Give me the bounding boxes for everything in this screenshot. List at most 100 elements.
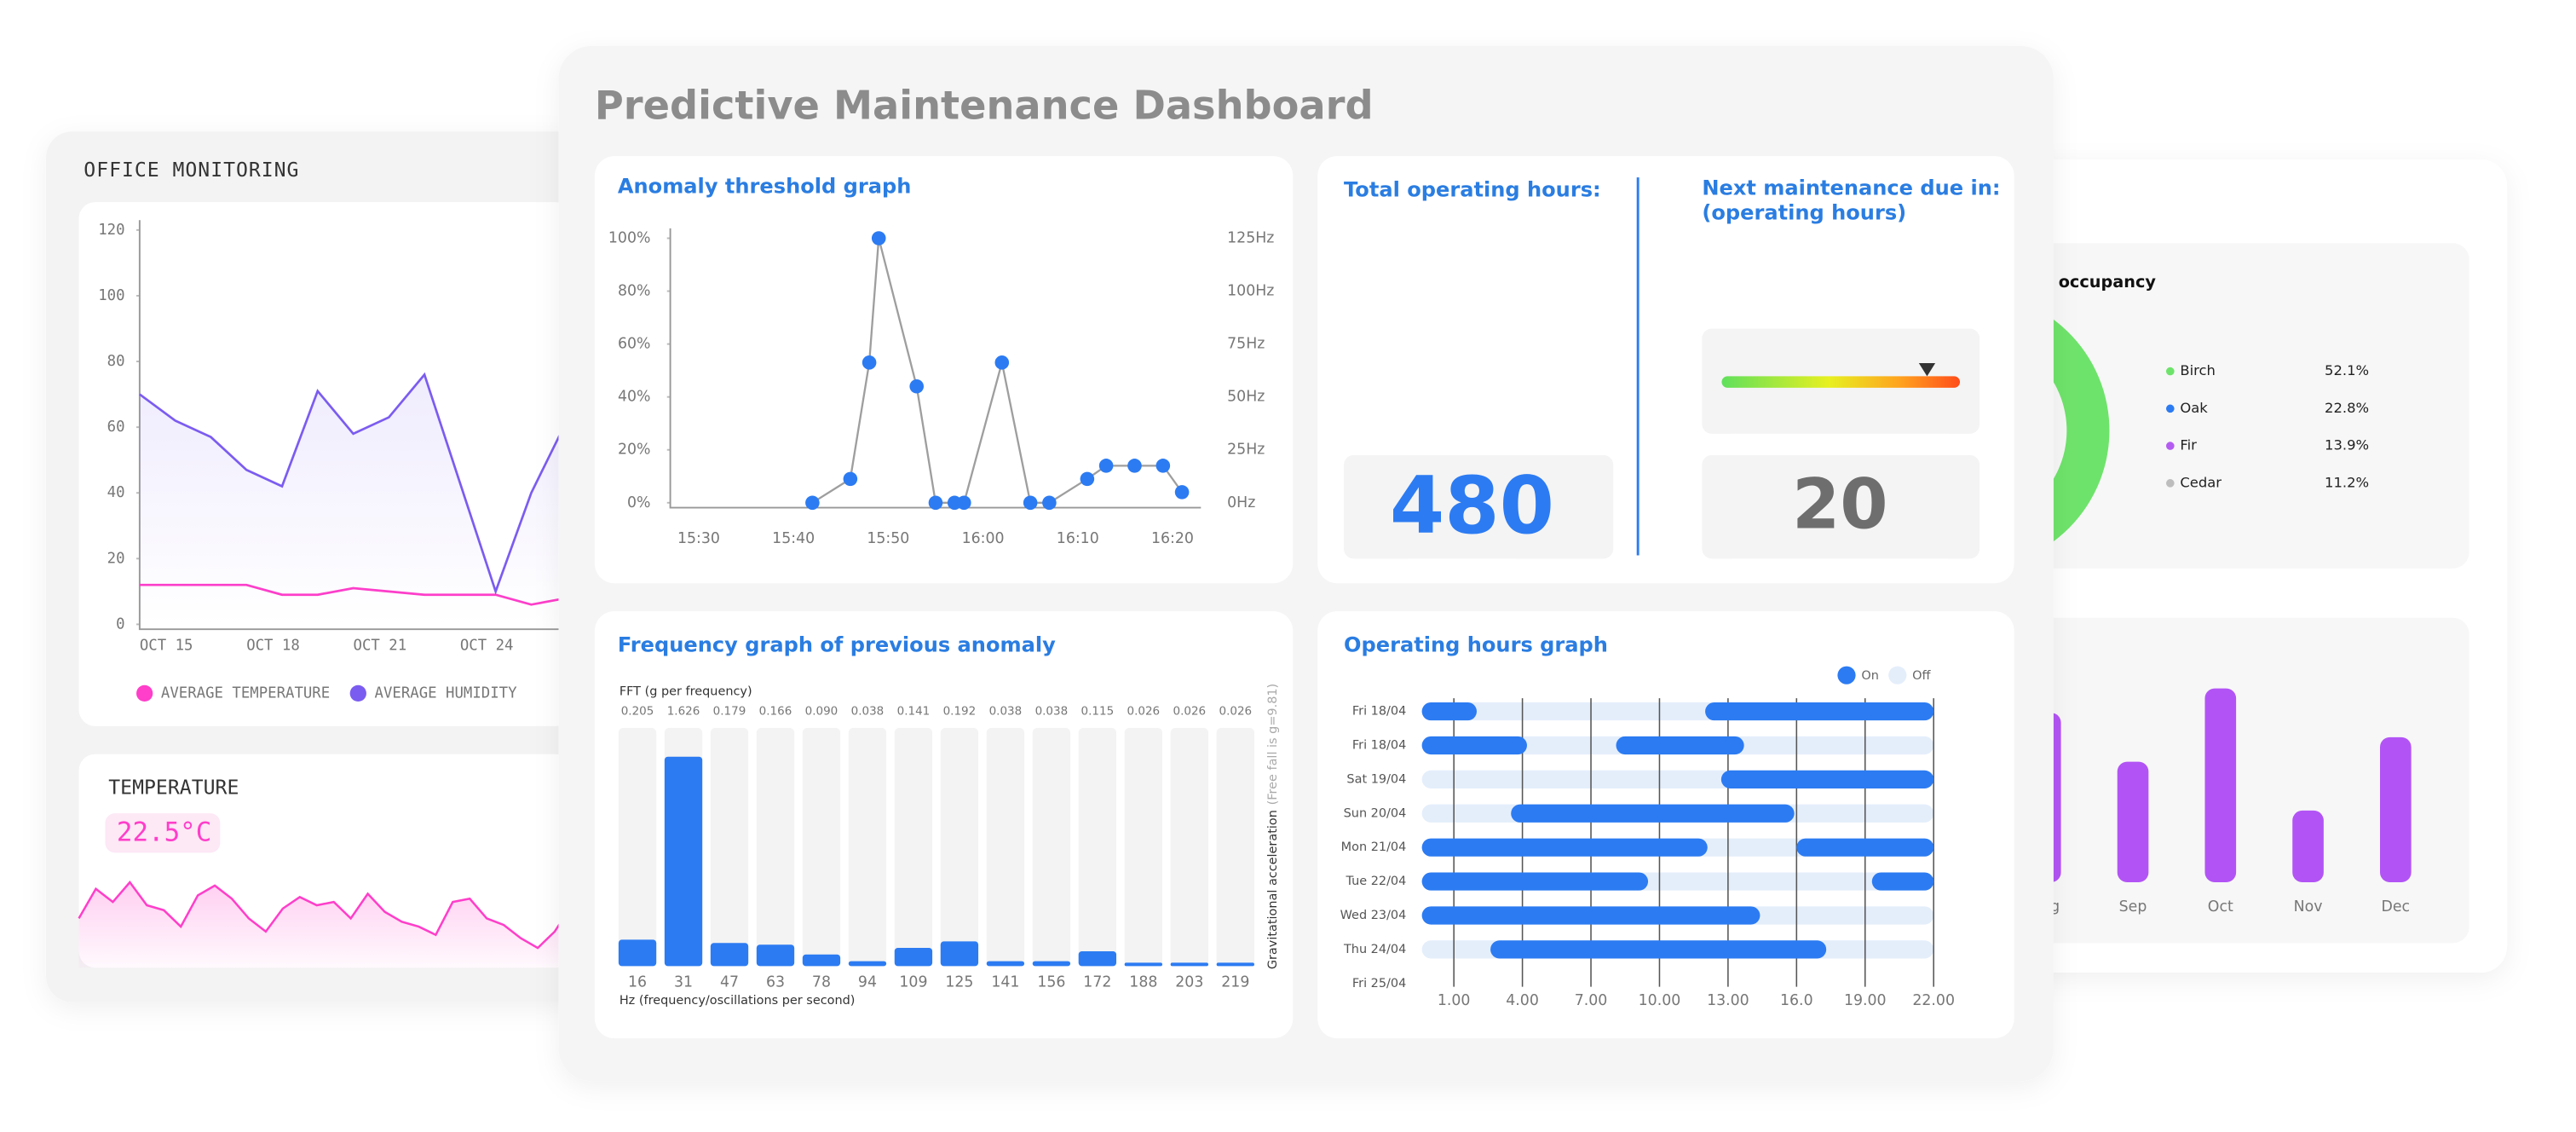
x-tick-label: 109 [899, 974, 927, 991]
value-label: 0.038 [989, 705, 1023, 719]
row-label: Sun 20/04 [1344, 806, 1407, 820]
row-label: Fri 18/04 [1352, 705, 1406, 719]
y2-tick-label: 25Hz [1227, 442, 1265, 459]
side-label: Gravitational acceleration [1266, 810, 1280, 969]
office-monitoring-card: OFFICE MONITORING TEMPERATURE 22.5°C 0 20… [45, 131, 589, 1002]
point [1155, 459, 1171, 473]
on-bar [1511, 804, 1795, 823]
legend-marker [2165, 404, 2175, 413]
y-tick-label: 100 [98, 287, 124, 304]
x-tick-label: 10.00 [1639, 992, 1681, 1009]
value-label: 0.090 [805, 705, 838, 719]
on-bar [1421, 872, 1649, 891]
y-tick-label: 40 [107, 484, 125, 501]
point [994, 355, 1010, 370]
point [805, 495, 820, 511]
y-tick-label: 100% [608, 229, 651, 246]
row-label: Fri 25/04 [1352, 977, 1406, 991]
legend-label: Off [1912, 669, 1931, 683]
side-axis-label: Gravitational acceleration (Free fall is … [1266, 684, 1280, 969]
on-bar [1421, 906, 1761, 925]
reading-pill [105, 813, 221, 853]
legend-value: 52.1% [2325, 362, 2369, 378]
x-tick-label: 94 [858, 974, 877, 991]
x-tick-label: Dec [2382, 898, 2411, 915]
chart-title: Operating hours graph [1344, 632, 1608, 656]
x-tick-label: 156 [1037, 974, 1065, 991]
point [1127, 459, 1142, 473]
bar-track [1216, 727, 1254, 967]
y-tick-label: 80% [618, 283, 651, 300]
bar [1032, 961, 1071, 967]
point [1042, 495, 1057, 511]
x-tick-label: 15:50 [867, 530, 909, 547]
kpi-label: Next maintenance due in: [1702, 176, 2000, 200]
on-bar [1490, 940, 1827, 959]
point [871, 231, 886, 245]
bar [1078, 950, 1117, 967]
value-label: 0.205 [621, 705, 654, 719]
bar-track [756, 727, 795, 967]
kpi-value: 480 [1390, 459, 1554, 552]
bar-track [940, 727, 979, 967]
y-tick-label: 0% [627, 494, 651, 511]
legend-marker [2165, 442, 2175, 450]
gauge-marker [1918, 362, 1936, 377]
bar [618, 939, 657, 967]
point [862, 355, 877, 370]
point [1080, 471, 1095, 487]
x-tick-label: OCT 24 [460, 637, 514, 654]
legend-label: Fir [2180, 437, 2197, 453]
x-tick-label: Nov [2294, 898, 2323, 915]
on-bar [1421, 838, 1708, 857]
kpi-box [1702, 454, 1980, 559]
bar-track [894, 727, 933, 967]
legend-value: 22.8% [2325, 400, 2369, 416]
main-dashboard: Predictive Maintenance Dashboard Total o… [558, 45, 2054, 1082]
x-tick-label: 188 [1129, 974, 1157, 991]
y2-tick-label: 75Hz [1227, 336, 1265, 353]
x-tick-label: 63 [766, 974, 785, 991]
x-tick-label: 219 [1221, 974, 1249, 991]
value-label: 0.026 [1127, 705, 1161, 719]
bar-track [1124, 727, 1163, 967]
on-bar [1705, 702, 1934, 721]
point [1174, 485, 1190, 500]
dashboard-title: Predictive Maintenance Dashboard [595, 83, 1374, 129]
temperature-reading: 22.5°C [117, 817, 211, 848]
bar-track [1078, 727, 1117, 967]
value-label: 0.026 [1173, 705, 1207, 719]
x-tick-label: 15:30 [677, 530, 720, 547]
value-label: 0.115 [1081, 705, 1115, 719]
y-tick-label: 40% [618, 389, 651, 406]
axis [138, 220, 568, 631]
x-tick-label: OCT 18 [246, 637, 300, 654]
x-axis-label: Hz (frequency/oscillations per second) [620, 994, 856, 1008]
legend-label: Oak [2180, 400, 2208, 416]
x-tick-label: OCT 15 [140, 637, 193, 654]
bar [664, 756, 703, 967]
x-tick-label: 4.00 [1506, 992, 1539, 1009]
y-tick-label: 20 [107, 550, 125, 567]
row-label: Fri 18/04 [1352, 738, 1406, 752]
x-tick-label: 16 [628, 974, 647, 991]
bar [2292, 810, 2324, 883]
y-tick-label: 20% [618, 442, 651, 459]
on-bar [1616, 736, 1744, 755]
x-tick-label: 31 [674, 974, 693, 991]
y2-tick-label: 0Hz [1227, 494, 1255, 511]
bar [710, 943, 749, 967]
line [811, 238, 1184, 504]
x-tick-label: OCT 21 [354, 637, 407, 654]
row-label: Wed 23/04 [1340, 909, 1407, 922]
x-tick-label: 47 [720, 974, 739, 991]
point [1023, 495, 1038, 511]
legend-marker [2165, 367, 2175, 376]
x-tick-label: 1.00 [1438, 992, 1471, 1009]
x-tick-label: 15:40 [772, 530, 815, 547]
chart-title: Anomaly threshold graph [618, 175, 912, 199]
bar [1216, 962, 1254, 967]
bar [894, 948, 933, 967]
gauge-bar [1721, 376, 1961, 388]
